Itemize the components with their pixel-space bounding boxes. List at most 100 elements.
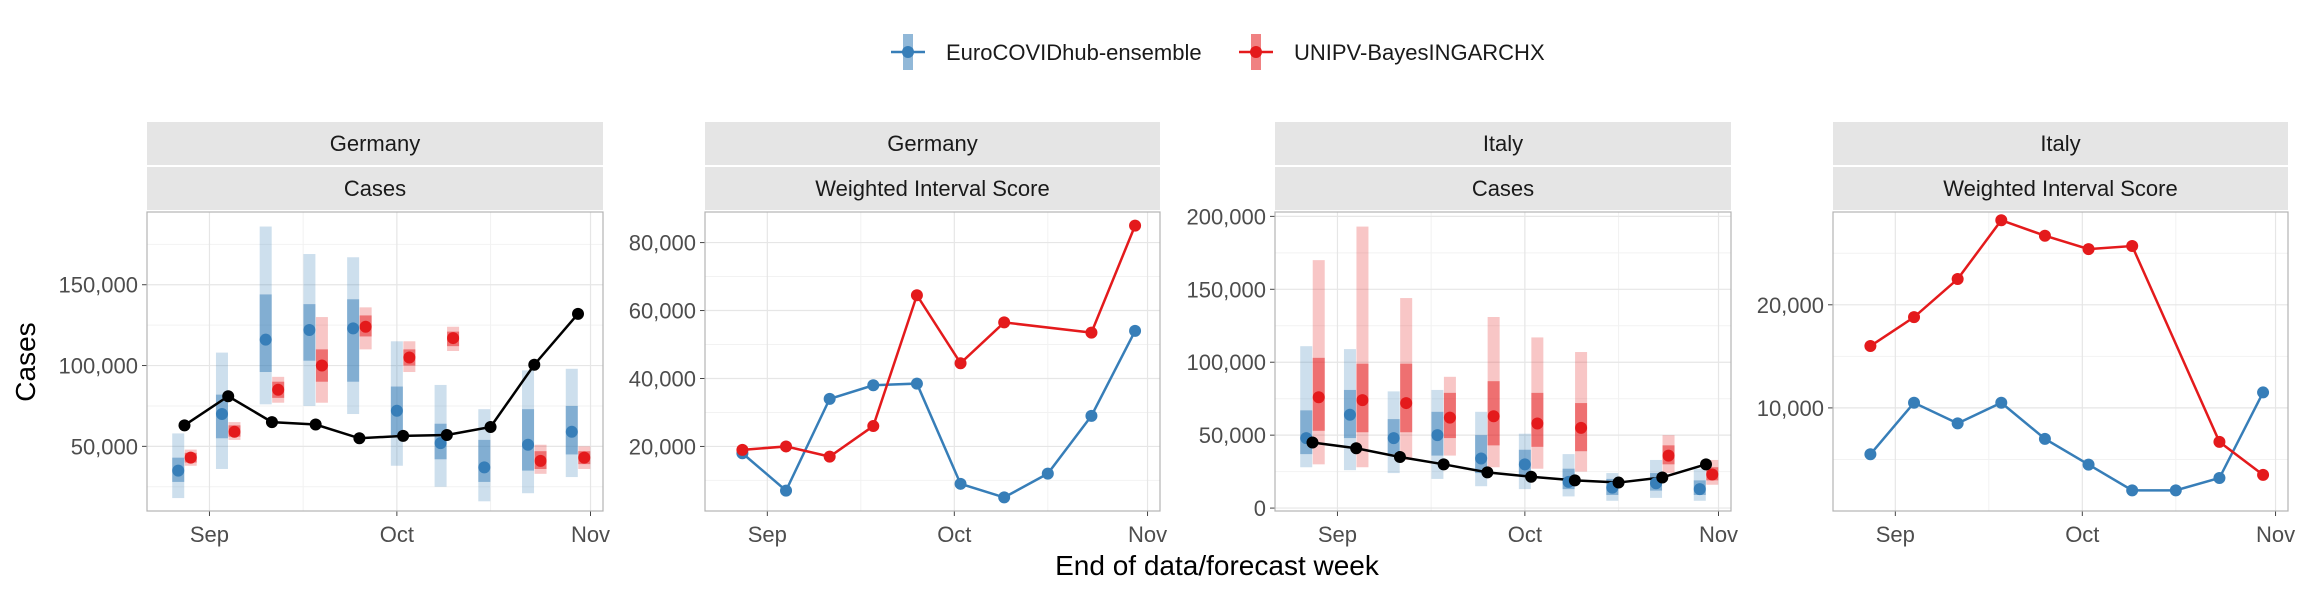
y-tick-label: 200,000: [1186, 204, 1266, 229]
observed-point: [1612, 476, 1625, 489]
score-point: [1041, 467, 1054, 480]
forecast-median-point: [1531, 417, 1544, 430]
strip-bottom-label: Cases: [1472, 176, 1534, 201]
y-tick-label: 50,000: [1199, 423, 1266, 448]
x-tick-label: Nov: [1699, 522, 1738, 547]
observed-point: [353, 432, 366, 445]
score-point: [2257, 386, 2270, 399]
score-point: [910, 289, 923, 302]
observed-point: [1306, 436, 1319, 449]
strip-bottom-label: Weighted Interval Score: [1943, 176, 2177, 201]
observed-point: [1700, 458, 1713, 471]
score-line: [741, 330, 1137, 499]
score-point: [1995, 214, 2008, 227]
forecast-median-point: [1518, 458, 1531, 471]
x-tick-label: Sep: [190, 522, 229, 547]
forecast-median-point: [1312, 391, 1325, 404]
plot-border: [146, 211, 604, 512]
forecast-median-point: [1487, 410, 1500, 423]
forecast-median-point: [1356, 394, 1369, 407]
forecast-median-point: [1400, 397, 1413, 410]
observed-point: [1437, 458, 1450, 471]
observed-point: [1525, 470, 1538, 483]
strip-top-bg: [147, 122, 603, 165]
x-tick-label: Sep: [748, 522, 787, 547]
strip-top-bg: [1833, 122, 2288, 165]
score-point: [1951, 273, 1964, 286]
score-point: [1995, 396, 2008, 409]
strip-top-label: Germany: [887, 131, 977, 156]
forecast-median-point: [534, 454, 547, 467]
observed-point: [1350, 442, 1363, 455]
legend-key-point-ensemble: [902, 46, 914, 58]
forecast-median-point: [1575, 421, 1588, 434]
score-point: [2126, 484, 2139, 497]
forecast-median-point: [447, 332, 460, 345]
y-tick-label: 10,000: [1757, 396, 1824, 421]
legend: EuroCOVIDhub-ensemble UNIPV-BayesINGARCH…: [891, 34, 1545, 70]
facet-panel-4: Italy Weighted Interval Score 10,000 20,000…: [1757, 122, 2295, 547]
forecast-median-point: [478, 461, 491, 474]
forecast-median-point: [434, 437, 447, 450]
score-point: [2169, 484, 2182, 497]
score-point: [1129, 324, 1142, 337]
y-tick-label: 40,000: [629, 366, 696, 391]
score-point: [1908, 311, 1921, 324]
y-tick-label: 0: [1254, 496, 1266, 521]
x-tick-label: Oct: [2065, 522, 2099, 547]
forecast-median-point: [403, 351, 416, 364]
forecast-median-point: [565, 425, 578, 438]
observed-point: [265, 416, 278, 429]
observed-point: [572, 307, 585, 320]
plot-background: [705, 212, 1160, 511]
strip-top-label: Germany: [330, 131, 420, 156]
score-point: [1864, 340, 1877, 353]
y-tick-label: 80,000: [629, 231, 696, 256]
observed-point: [1568, 474, 1581, 487]
score-point: [954, 477, 967, 490]
forecast-inner-band: [347, 299, 360, 382]
strip-top-label: Italy: [2040, 131, 2080, 156]
forecast-median-point: [1706, 468, 1719, 481]
forecast-median-point: [303, 323, 316, 336]
facet-panels: Germany Cases 50,000 100,000 150,000 Sep Oct No…: [58, 122, 2295, 547]
observed-point: [1656, 471, 1669, 484]
forecast-median-point: [1443, 411, 1456, 424]
observed-point: [309, 418, 322, 431]
y-tick-label: 150,000: [58, 273, 138, 298]
y-tick-label: 20,000: [629, 434, 696, 459]
y-tick-label: 50,000: [71, 434, 138, 459]
score-point: [2082, 458, 2095, 471]
strip-bottom-label: Cases: [344, 176, 406, 201]
plot-border: [1274, 211, 1732, 512]
strip-top-bg: [1275, 122, 1731, 165]
x-tick-label: Oct: [380, 522, 414, 547]
score-point: [910, 377, 923, 390]
forecast-median-point: [1693, 483, 1706, 496]
strip-bottom-bg: [1833, 167, 2288, 210]
score-point: [780, 484, 793, 497]
plot-background: [1275, 212, 1731, 511]
plot-border: [704, 211, 1161, 512]
observed-point: [1481, 466, 1494, 479]
forecast-median-point: [259, 333, 272, 346]
score-point: [1864, 448, 1877, 461]
observed-point: [440, 429, 453, 442]
x-tick-label: Nov: [1128, 522, 1167, 547]
legend-item-unipv: UNIPV-BayesINGARCHX: [1239, 34, 1545, 70]
score-point: [2082, 243, 2095, 256]
x-axis-title: End of data/forecast week: [1055, 550, 1380, 581]
observed-point: [1393, 451, 1406, 464]
y-tick-label: 100,000: [58, 354, 138, 379]
strip-bottom-bg: [147, 167, 603, 210]
score-point: [1085, 409, 1098, 422]
score-point: [2126, 240, 2139, 253]
strip-bottom-bg: [705, 167, 1160, 210]
observed-point: [397, 429, 410, 442]
observed-point: [178, 419, 191, 432]
score-point: [2038, 432, 2051, 445]
forecast-inner-band: [478, 439, 491, 482]
legend-key-point-unipv: [1250, 46, 1262, 58]
